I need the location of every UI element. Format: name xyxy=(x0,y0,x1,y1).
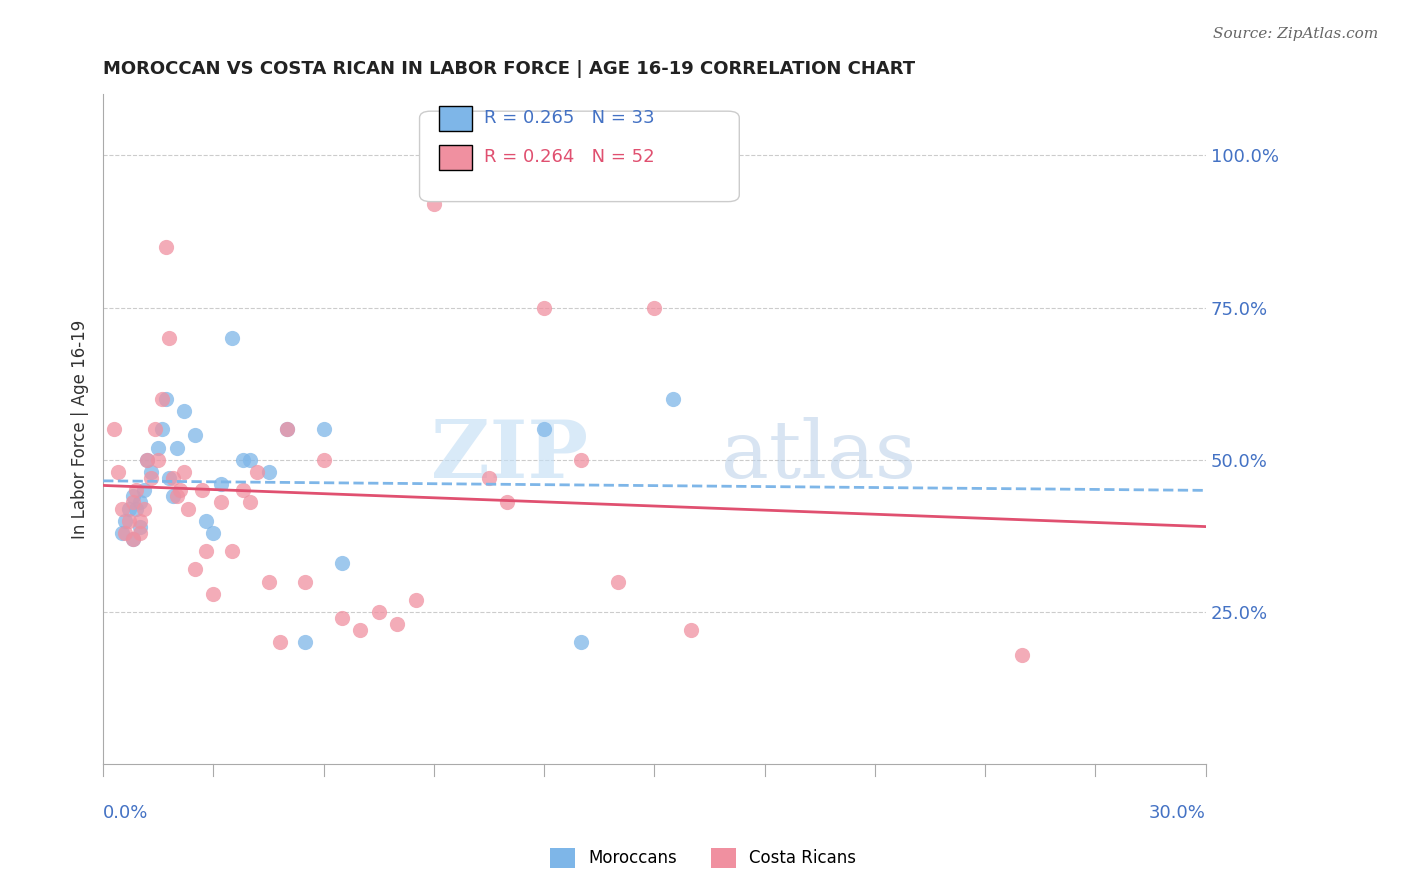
Point xyxy=(209,495,232,509)
Point xyxy=(195,514,218,528)
Point xyxy=(496,495,519,509)
Point xyxy=(661,392,683,406)
Point xyxy=(569,635,592,649)
Legend: Moroccans, Costa Ricans: Moroccans, Costa Ricans xyxy=(544,841,862,875)
Point xyxy=(460,148,482,162)
Point xyxy=(312,422,335,436)
Text: ZIP: ZIP xyxy=(432,417,588,495)
Point xyxy=(478,471,501,485)
Text: atlas: atlas xyxy=(720,417,915,495)
Point xyxy=(110,501,132,516)
Point xyxy=(166,489,188,503)
Point xyxy=(202,525,225,540)
Y-axis label: In Labor Force | Age 16-19: In Labor Force | Age 16-19 xyxy=(72,319,89,539)
Point xyxy=(533,422,555,436)
Point xyxy=(166,441,188,455)
FancyBboxPatch shape xyxy=(419,112,740,202)
Point xyxy=(569,452,592,467)
Point xyxy=(349,624,371,638)
Point xyxy=(232,483,254,498)
Point xyxy=(202,587,225,601)
Text: 0.0%: 0.0% xyxy=(103,805,149,822)
Point xyxy=(209,477,232,491)
Point xyxy=(173,404,195,418)
Point xyxy=(110,525,132,540)
Point xyxy=(157,331,180,345)
Point xyxy=(125,483,148,498)
Point xyxy=(155,392,177,406)
Point xyxy=(191,483,214,498)
Point xyxy=(176,501,198,516)
Point xyxy=(128,525,150,540)
Point xyxy=(107,465,129,479)
Point xyxy=(276,422,298,436)
Point xyxy=(157,471,180,485)
Point xyxy=(195,544,218,558)
Point xyxy=(294,635,316,649)
Point xyxy=(681,624,703,638)
Point xyxy=(148,441,170,455)
Point xyxy=(162,471,184,485)
Point xyxy=(239,452,262,467)
Point xyxy=(423,197,446,211)
Point xyxy=(257,574,280,589)
Point xyxy=(169,483,191,498)
Point xyxy=(246,465,269,479)
Point xyxy=(184,562,207,576)
Point xyxy=(294,574,316,589)
Point xyxy=(221,331,243,345)
Point xyxy=(136,452,159,467)
FancyBboxPatch shape xyxy=(440,145,472,170)
Point xyxy=(312,452,335,467)
Point xyxy=(143,422,166,436)
Point xyxy=(121,532,143,546)
Point xyxy=(136,452,159,467)
Text: 30.0%: 30.0% xyxy=(1149,805,1206,822)
Point xyxy=(1011,648,1033,662)
Point xyxy=(606,574,628,589)
Point xyxy=(173,465,195,479)
Point xyxy=(257,465,280,479)
Text: MOROCCAN VS COSTA RICAN IN LABOR FORCE | AGE 16-19 CORRELATION CHART: MOROCCAN VS COSTA RICAN IN LABOR FORCE |… xyxy=(103,60,915,78)
Point xyxy=(118,514,141,528)
Point xyxy=(114,525,136,540)
Point xyxy=(132,483,155,498)
Point xyxy=(132,501,155,516)
Point xyxy=(118,501,141,516)
Point xyxy=(121,532,143,546)
Point xyxy=(184,428,207,442)
Point xyxy=(643,301,665,315)
FancyBboxPatch shape xyxy=(440,106,472,131)
Point xyxy=(330,611,353,625)
Point xyxy=(385,617,408,632)
Point xyxy=(148,452,170,467)
Point xyxy=(114,514,136,528)
Point xyxy=(128,520,150,534)
Point xyxy=(150,422,173,436)
Point xyxy=(239,495,262,509)
Point xyxy=(162,489,184,503)
Text: R = 0.265   N = 33: R = 0.265 N = 33 xyxy=(484,109,654,127)
Point xyxy=(533,301,555,315)
Point xyxy=(139,471,162,485)
Point xyxy=(128,514,150,528)
Point xyxy=(128,495,150,509)
Point xyxy=(103,422,125,436)
Point xyxy=(121,489,143,503)
Point xyxy=(221,544,243,558)
Point xyxy=(150,392,173,406)
Point xyxy=(367,605,389,619)
Point xyxy=(405,592,427,607)
Point xyxy=(125,501,148,516)
Point xyxy=(139,465,162,479)
Text: Source: ZipAtlas.com: Source: ZipAtlas.com xyxy=(1212,27,1378,41)
Point xyxy=(155,240,177,254)
Point xyxy=(276,422,298,436)
Point xyxy=(121,495,143,509)
Point xyxy=(330,557,353,571)
Text: R = 0.264   N = 52: R = 0.264 N = 52 xyxy=(484,148,654,166)
Point xyxy=(232,452,254,467)
Point xyxy=(269,635,291,649)
